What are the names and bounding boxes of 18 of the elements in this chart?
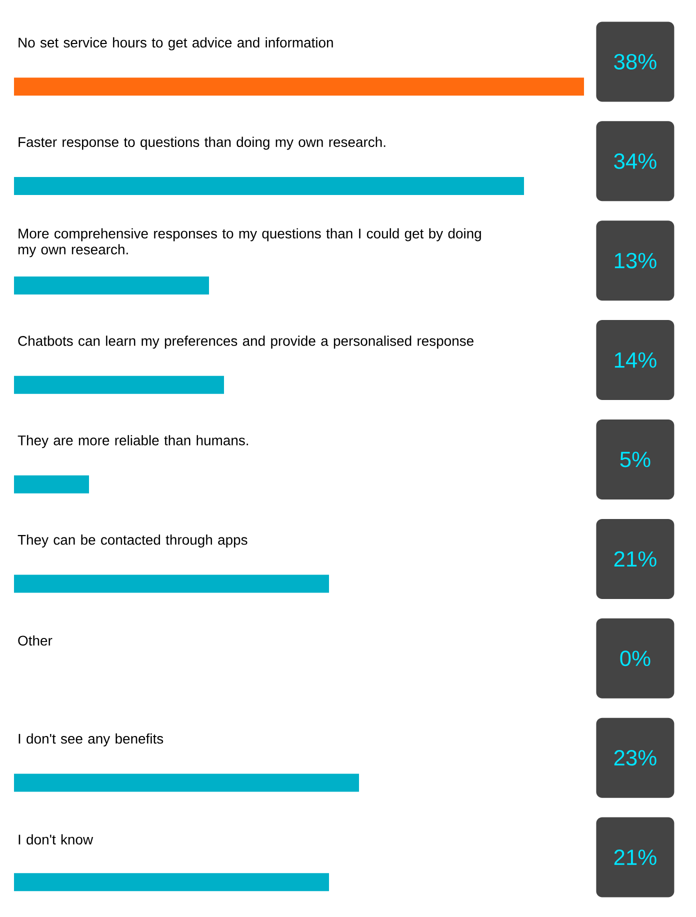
data-label: 21% bbox=[614, 850, 656, 865]
y-tick-label: They can be contacted through apps bbox=[18, 534, 248, 548]
y-tick-label: I don't know bbox=[18, 834, 94, 845]
data-label: 14% bbox=[614, 352, 656, 368]
y-tick-label: Faster response to questions than doing my own research. bbox=[18, 136, 386, 150]
data-label: 23% bbox=[614, 750, 656, 766]
y-tick-label: More comprehensive responses to my questions than I could get by doing my own research. bbox=[18, 228, 481, 258]
y-tick-label: No set service hours to get advice and information bbox=[18, 37, 333, 50]
y-tick-label: Chatbots can learn my preferences and provide a personalised response bbox=[18, 336, 474, 349]
data-label: 0% bbox=[620, 650, 650, 666]
data-label: 5% bbox=[620, 452, 650, 468]
data-label: 38% bbox=[614, 54, 656, 70]
data-label: 21% bbox=[614, 551, 656, 567]
y-tick-label: Other bbox=[18, 635, 52, 646]
y-tick-label: They are more reliable than humans. bbox=[18, 435, 248, 448]
data-label: 13% bbox=[614, 252, 656, 268]
y-tick-label: I don't see any benefits bbox=[18, 733, 164, 746]
data-label: 34% bbox=[614, 153, 656, 169]
